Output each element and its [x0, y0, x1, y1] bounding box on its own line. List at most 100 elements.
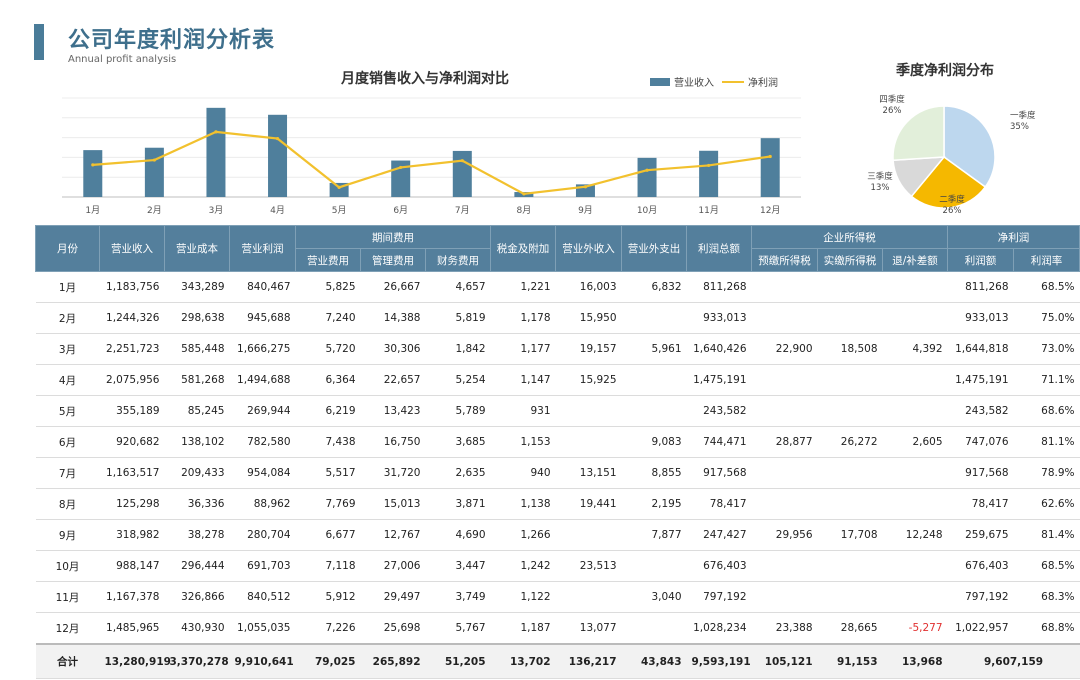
point-net-profit [522, 192, 526, 196]
table-cell: 1,221 [490, 271, 556, 303]
table-cell: 1,494,688 [229, 364, 296, 396]
table-cell: 1,475,191 [947, 364, 1014, 396]
table-cell: 15,013 [360, 488, 426, 520]
th-paid-tax: 实缴所得税 [817, 248, 884, 272]
page-subtitle: Annual profit analysis [68, 54, 177, 65]
table-cell-month: 5月 [35, 395, 100, 427]
table-cell [751, 271, 818, 303]
table-cell: 940 [490, 457, 556, 489]
table-cell: 585,448 [164, 333, 230, 365]
table-row: 12月 1,485,965 430,930 1,055,035 7,226 25,698 5… [35, 612, 1080, 645]
table-cell: 1,183,756 [99, 271, 165, 303]
th-cost: 营业成本 [164, 225, 230, 272]
table-cell-month: 10月 [35, 550, 100, 582]
table-cell: 79,025 [295, 643, 361, 679]
table-cell-month: 1月 [35, 271, 100, 303]
table-cell: 5,912 [295, 581, 361, 613]
table-cell: 15,925 [555, 364, 622, 396]
table-cell: 13,077 [555, 612, 622, 645]
table-cell: 26,667 [360, 271, 426, 303]
table-cell: 3,370,278 [164, 643, 230, 679]
pie-slice [943, 105, 996, 189]
point-net-profit [337, 185, 341, 189]
table-cell: 209,433 [164, 457, 230, 489]
table-cell: 22,657 [360, 364, 426, 396]
bar-revenue [206, 107, 226, 197]
table-cell: 5,825 [295, 271, 361, 303]
table-cell: 1,842 [425, 333, 491, 365]
pie-chart-title: 季度净利润分布 [896, 63, 994, 79]
th-sales-expense: 营业费用 [295, 248, 361, 272]
table-cell: 22,900 [751, 333, 818, 365]
table-row: 5月 355,189 85,245 269,944 6,219 13,423 5,789 93… [35, 395, 1080, 427]
table-cell [817, 488, 883, 520]
table-cell: 3,040 [621, 581, 687, 613]
table-cell: 343,289 [164, 271, 230, 303]
point-net-profit [152, 158, 156, 162]
point-net-profit [707, 163, 711, 168]
table-cell-month: 9月 [35, 519, 100, 551]
table-cell: 933,013 [947, 302, 1014, 334]
table-cell: 36,336 [164, 488, 230, 520]
table-cell: 43,843 [621, 643, 687, 679]
point-net-profit [275, 136, 280, 141]
table-cell [621, 395, 687, 427]
table-cell: 5,517 [295, 457, 361, 489]
table-cell: 1,028,234 [686, 612, 752, 645]
table-cell: 91,153 [817, 643, 883, 679]
bar-chart-legend: 营业收入 净利润 [650, 74, 778, 89]
th-prepaid-tax: 预缴所得税 [751, 248, 819, 272]
point-net-profit [768, 154, 772, 159]
table-cell [817, 457, 883, 489]
bar-revenue [637, 157, 657, 197]
table-cell: 676,403 [947, 550, 1014, 582]
table-cell: 62.6% [1013, 488, 1080, 520]
table-cell: 5,254 [425, 364, 491, 396]
table-cell-month: 7月 [35, 457, 100, 489]
page-title: 公司年度利润分析表 [68, 28, 276, 53]
th-mgmt-expense: 管理费用 [360, 248, 426, 272]
table-cell: 68.3% [1013, 581, 1080, 613]
table-cell: 430,930 [164, 612, 230, 645]
table-cell [817, 302, 883, 334]
table-cell: 23,388 [751, 612, 818, 645]
table-cell: 136,217 [555, 643, 622, 679]
table-cell: 247,427 [686, 519, 752, 551]
table-cell [555, 519, 622, 551]
table-cell [817, 364, 883, 396]
table-row: 4月 2,075,956 581,268 1,494,688 6,364 22,657 5,… [35, 364, 1080, 396]
table-cell-month: 4月 [35, 364, 100, 396]
table-cell: 1,640,426 [686, 333, 752, 365]
table-cell: 9,910,641 [229, 643, 296, 679]
table-cell: 797,192 [947, 581, 1014, 613]
table-row: 10月 988,147 296,444 691,703 7,118 27,006 3,447… [35, 550, 1080, 582]
table-cell: 138,102 [164, 426, 230, 458]
table-cell: 75.0% [1013, 302, 1080, 334]
table-cell: 13,702 [490, 643, 556, 679]
legend-item-net-profit: 净利润 [722, 74, 778, 89]
table-cell: 676,403 [686, 550, 752, 582]
table-cell: 318,982 [99, 519, 165, 551]
table-cell: 13,151 [555, 457, 622, 489]
x-tick-label: 7月 [455, 205, 470, 216]
table-cell: 265,892 [360, 643, 426, 679]
table-cell: 945,688 [229, 302, 296, 334]
table-cell [751, 457, 818, 489]
table-cell: 16,003 [555, 271, 622, 303]
pie-slice-label: 四季度 [879, 94, 905, 105]
table-cell: 85,245 [164, 395, 230, 427]
x-tick-label: 11月 [698, 205, 718, 216]
x-tick-label: 12月 [760, 205, 780, 216]
table-cell: 105,121 [751, 643, 818, 679]
table-cell: 1,187 [490, 612, 556, 645]
table-header: 月份 营业收入 营业成本 营业利润 期间费用 税金及附加 营业外收入 营业外支出… [35, 225, 1080, 272]
table-cell: 1,178 [490, 302, 556, 334]
table-cell: 7,226 [295, 612, 361, 645]
table-cell: 6,832 [621, 271, 687, 303]
table-cell [882, 395, 948, 427]
bar-chart-title: 月度销售收入与净利润对比 [341, 71, 509, 87]
table-cell: 1,177 [490, 333, 556, 365]
table-cell-month: 12月 [35, 612, 100, 645]
table-cell: 747,076 [947, 426, 1014, 458]
series-line-net-profit [92, 130, 771, 196]
